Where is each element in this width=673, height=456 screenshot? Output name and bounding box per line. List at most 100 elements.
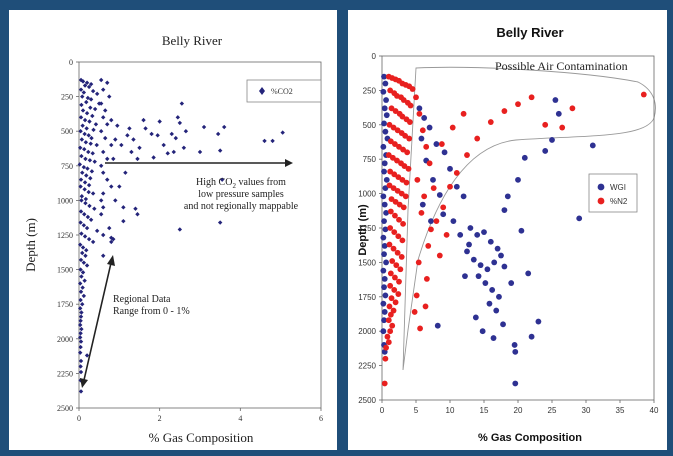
y-tick-label: 500	[61, 127, 73, 136]
data-point	[490, 335, 497, 341]
data-point	[107, 225, 112, 231]
data-point	[466, 241, 472, 248]
y-tick-label: 2500	[358, 396, 376, 405]
data-point	[90, 151, 95, 156]
arrowhead-regional-top	[107, 255, 115, 266]
data-point	[78, 77, 84, 83]
data-point	[87, 158, 93, 163]
data-point	[173, 135, 178, 141]
x-tick-label: 20	[514, 406, 523, 415]
data-point	[84, 353, 90, 358]
data-point	[381, 309, 388, 315]
data-point	[434, 322, 441, 329]
legend-label-wgi: WGI	[610, 183, 626, 192]
data-point	[85, 214, 91, 220]
data-point	[78, 184, 83, 189]
y-tick-label: 750	[61, 162, 73, 171]
data-point	[78, 267, 83, 272]
data-point	[78, 209, 84, 214]
data-point	[78, 220, 83, 225]
x-tick-label: 15	[480, 406, 489, 415]
data-point	[98, 212, 104, 217]
data-point	[109, 142, 114, 148]
data-point	[80, 245, 86, 250]
data-point	[133, 206, 138, 211]
data-point	[88, 81, 94, 87]
left-chart: Belly River % Gas Composition Depth (m) …	[23, 33, 323, 445]
data-point	[449, 124, 456, 131]
data-point	[101, 87, 106, 92]
data-point	[407, 102, 414, 109]
data-point	[381, 251, 387, 258]
data-point	[486, 300, 493, 307]
data-point	[406, 135, 413, 142]
data-point	[135, 156, 140, 162]
data-point	[418, 135, 425, 142]
data-point	[79, 137, 85, 142]
data-point	[103, 135, 108, 141]
data-point	[391, 171, 398, 178]
data-point	[400, 204, 407, 211]
plot-area: 0 250 500 750 1000 1250 1500 1750 2000 2250 2500 0 5…	[358, 52, 659, 415]
data-point	[88, 105, 93, 110]
data-point	[81, 164, 87, 170]
data-point	[500, 321, 506, 328]
data-point	[382, 226, 389, 233]
data-point	[101, 115, 106, 120]
data-point	[423, 143, 430, 150]
y-tick-label: 250	[363, 86, 377, 95]
data-point	[92, 159, 97, 164]
data-point	[380, 193, 387, 200]
data-point	[390, 307, 397, 314]
y-axis-label: Depth (m)	[357, 204, 369, 256]
data-point	[392, 212, 398, 219]
data-point	[94, 91, 100, 97]
data-point	[92, 106, 98, 112]
data-point	[381, 284, 387, 291]
data-point	[78, 129, 83, 134]
x-tick-label: 0	[77, 414, 81, 423]
data-point	[82, 212, 87, 217]
data-point	[399, 237, 406, 244]
data-point	[90, 239, 96, 245]
x-tick-label: 5	[414, 406, 419, 415]
data-point	[397, 266, 404, 273]
data-point	[421, 193, 428, 200]
data-point	[380, 88, 387, 95]
data-point	[405, 165, 412, 172]
data-point	[484, 266, 491, 273]
data-point	[177, 227, 183, 232]
annotation-regional-line2: Range from 0 - 1%	[113, 306, 190, 317]
data-point	[387, 138, 394, 145]
data-point	[381, 105, 388, 112]
data-point	[105, 156, 110, 162]
data-point	[399, 176, 406, 183]
data-point	[414, 176, 421, 183]
data-point	[383, 259, 389, 266]
data-point	[113, 137, 118, 142]
data-point	[181, 145, 187, 151]
data-point	[83, 196, 89, 202]
data-point	[222, 124, 227, 130]
data-point	[388, 105, 395, 112]
data-point	[183, 129, 189, 134]
data-point	[90, 113, 95, 119]
data-point	[78, 369, 84, 375]
y-axis-label: Depth (m)	[23, 218, 38, 272]
data-point	[78, 289, 84, 294]
data-point	[86, 149, 91, 155]
data-point	[88, 176, 93, 181]
data-point	[382, 80, 389, 87]
data-point	[109, 239, 114, 245]
plot-area: 0 250 500 750 1000 1250 1500 1750 2000 2250 2500 0 2…	[57, 58, 323, 423]
data-point	[515, 101, 521, 108]
data-point	[395, 291, 402, 297]
data-point	[511, 342, 518, 348]
data-point	[387, 225, 394, 231]
data-point	[381, 120, 387, 127]
data-point	[127, 126, 132, 131]
data-point	[391, 287, 398, 293]
data-point	[380, 328, 387, 335]
data-point	[381, 276, 388, 282]
data-point	[387, 328, 394, 335]
